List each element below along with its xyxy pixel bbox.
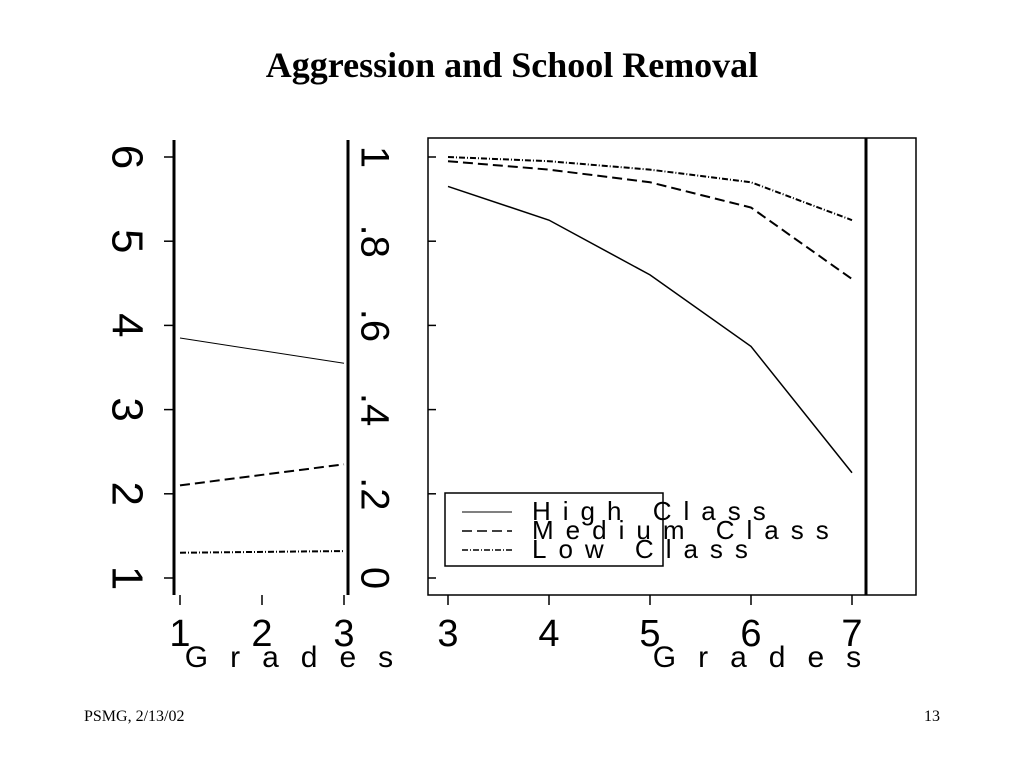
right-y-tick-label: 1 bbox=[352, 146, 396, 168]
left-series-line bbox=[179, 463, 345, 487]
left-x-axis-label: Grades bbox=[185, 641, 415, 674]
left-x-tick-label: 1 bbox=[169, 613, 190, 655]
footer-left: PSMG, 2/13/02 bbox=[84, 708, 185, 725]
right-y-tick-label: 0 bbox=[352, 567, 396, 589]
right-x-tick-label: 5 bbox=[639, 613, 660, 655]
left-y-tick-label: 1 bbox=[102, 566, 151, 590]
left-y-tick-label: 5 bbox=[102, 229, 151, 253]
left-series-line bbox=[179, 550, 345, 554]
right-x-tick-label: 3 bbox=[437, 613, 458, 655]
right-plot-frame bbox=[427, 137, 917, 596]
right-x-tick-label: 7 bbox=[841, 613, 862, 655]
left-y-tick-label: 6 bbox=[102, 145, 151, 169]
left-x-tick-label: 3 bbox=[333, 613, 354, 655]
right-series-line bbox=[447, 160, 853, 280]
legend-box bbox=[444, 492, 664, 567]
left-y-tick-label: 3 bbox=[102, 397, 151, 421]
right-y-tick-label: .4 bbox=[352, 393, 396, 426]
left-x-tick-label: 2 bbox=[251, 613, 272, 655]
left-y-tick-label: 2 bbox=[102, 482, 151, 506]
right-series-line bbox=[447, 185, 853, 474]
right-x-tick-label: 6 bbox=[740, 613, 761, 655]
right-y-tick-label: .8 bbox=[352, 225, 396, 258]
page-number: 13 bbox=[924, 708, 940, 725]
legend-label: High Class bbox=[532, 496, 778, 526]
right-y-tick-label: .2 bbox=[352, 477, 396, 510]
right-series-line bbox=[447, 156, 853, 222]
right-x-axis-label: Grades bbox=[653, 641, 883, 674]
left-series-line bbox=[179, 337, 345, 364]
left-y-tick-label: 4 bbox=[102, 313, 151, 337]
right-y-tick-label: .6 bbox=[352, 309, 396, 342]
slide-title: Aggression and School Removal bbox=[265, 45, 759, 85]
legend-label: Medium Class bbox=[532, 515, 841, 545]
legend-label: Low Class bbox=[532, 534, 760, 564]
right-x-tick-label: 4 bbox=[538, 613, 559, 655]
